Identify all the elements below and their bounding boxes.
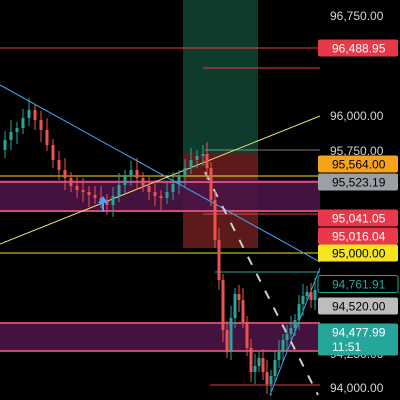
price-label-text: 95,564.00 — [332, 158, 386, 172]
candle-body — [217, 240, 221, 280]
candle-body — [233, 294, 237, 318]
price-label-text: 95,000.00 — [332, 247, 386, 261]
candle-body — [205, 154, 209, 168]
candle-body — [27, 110, 31, 118]
candle-body — [221, 280, 225, 330]
price-label-text: 95,523.19 — [332, 176, 386, 190]
candle-body — [245, 322, 249, 348]
candle-body — [111, 196, 115, 205]
candle-body — [171, 184, 175, 192]
tick-96750: 96,750.00 — [330, 9, 384, 23]
candle-body — [129, 170, 133, 176]
candle-body — [51, 145, 55, 160]
price-label-text: 95,041.05 — [332, 212, 386, 226]
price-label: 95,523.19 — [318, 173, 398, 191]
candle-body — [63, 170, 67, 178]
candle-body — [201, 154, 205, 156]
candle-body — [15, 128, 19, 132]
candle-body — [45, 130, 49, 145]
candle-body — [265, 372, 269, 384]
candle-body — [237, 294, 241, 300]
candle-body — [225, 330, 229, 352]
candle-body — [153, 192, 157, 196]
candle-body — [213, 200, 217, 240]
candle-body — [249, 348, 253, 372]
price-label: 94,761.91 — [317, 275, 399, 293]
ascending-yellow-trendline — [0, 115, 321, 245]
candle-body — [141, 178, 145, 186]
candle-body — [305, 292, 309, 296]
price-axis: 96,750.00 96,000.00 95,750.00 94,250.00 … — [330, 9, 384, 395]
price-labels-layer: 96,488.95 95,564.00 95,523.19 95,041.05 95,0… — [317, 39, 399, 356]
candle-body — [297, 304, 301, 320]
price-label-time: 11:51 — [332, 340, 361, 354]
lower-purple-zone — [0, 323, 320, 351]
candle-body — [189, 160, 193, 168]
candle-body — [281, 340, 285, 352]
candles-layer — [3, 98, 317, 396]
candle-body — [269, 376, 273, 384]
candle-body — [87, 192, 91, 195]
candle-body — [293, 320, 297, 328]
candle-body — [9, 132, 13, 140]
candle-body — [195, 156, 199, 160]
candle-body — [165, 192, 169, 198]
candle-body — [289, 328, 293, 334]
levels-layer — [0, 47, 320, 386]
candle-body — [33, 110, 37, 120]
candle-body — [147, 186, 151, 192]
candle-body — [183, 168, 187, 176]
candle-body — [257, 358, 261, 366]
price-label: 95,000.00 — [318, 244, 398, 262]
price-label-text: 96,488.95 — [332, 42, 386, 56]
price-label: 95,016.04 — [318, 227, 398, 245]
candle-body — [123, 176, 127, 185]
zones-layer — [0, 0, 320, 351]
candle-body — [81, 190, 85, 192]
candle-body — [273, 360, 277, 376]
price-label: 95,041.05 — [318, 209, 398, 227]
candle-body — [135, 170, 139, 178]
candle-body — [75, 186, 79, 190]
candle-body — [209, 168, 213, 200]
candle-body — [117, 185, 121, 196]
candle-body — [285, 334, 289, 340]
candle-body — [241, 300, 245, 322]
price-label-text: 94,520.00 — [332, 300, 386, 314]
candle-body — [301, 296, 305, 304]
candle-body — [253, 366, 257, 372]
candle-body — [229, 318, 233, 352]
candle-body — [159, 196, 163, 198]
price-label: 94,520.00 — [318, 297, 398, 315]
candle-body — [309, 292, 313, 300]
price-label: 96,488.95 — [318, 39, 398, 57]
green-zone — [183, 0, 258, 153]
candle-body — [57, 160, 61, 170]
candle-body — [313, 290, 317, 300]
tick-96000: 96,000.00 — [330, 109, 384, 123]
buy-arrow-icon — [98, 196, 108, 212]
tick-95750: 95,750.00 — [330, 144, 384, 158]
candle-body — [93, 195, 97, 198]
descending-trendline — [0, 84, 321, 263]
price-label-text: 95,016.04 — [332, 230, 386, 244]
candle-body — [69, 178, 73, 186]
price-label-text: 94,477.99 — [332, 326, 386, 340]
tick-94000: 94,000.00 — [330, 381, 384, 395]
candle-body — [21, 118, 25, 128]
candle-body — [177, 176, 181, 184]
dashed-projection — [204, 171, 319, 396]
price-label: 95,564.00 — [318, 155, 398, 173]
candle-body — [261, 358, 265, 372]
price-label-text: 94,761.91 — [332, 278, 386, 292]
candle-body — [3, 140, 7, 150]
candle-body — [39, 120, 43, 130]
candle-body — [277, 352, 281, 360]
